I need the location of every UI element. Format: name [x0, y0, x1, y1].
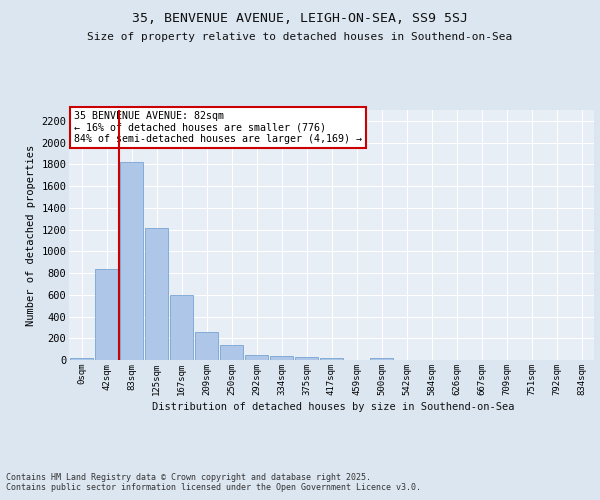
- Text: Distribution of detached houses by size in Southend-on-Sea: Distribution of detached houses by size …: [152, 402, 514, 412]
- Bar: [370, 358, 393, 360]
- Bar: [320, 358, 343, 360]
- Text: 35 BENVENUE AVENUE: 82sqm
← 16% of detached houses are smaller (776)
84% of semi: 35 BENVENUE AVENUE: 82sqm ← 16% of detac…: [74, 112, 362, 144]
- Text: Size of property relative to detached houses in Southend-on-Sea: Size of property relative to detached ho…: [88, 32, 512, 42]
- Bar: [95, 268, 118, 360]
- Bar: [70, 358, 93, 360]
- Y-axis label: Number of detached properties: Number of detached properties: [26, 144, 35, 326]
- Text: 35, BENVENUE AVENUE, LEIGH-ON-SEA, SS9 5SJ: 35, BENVENUE AVENUE, LEIGH-ON-SEA, SS9 5…: [132, 12, 468, 26]
- Bar: [120, 162, 143, 360]
- Bar: [145, 228, 168, 360]
- Bar: [195, 332, 218, 360]
- Bar: [220, 345, 243, 360]
- Bar: [245, 355, 268, 360]
- Text: Contains HM Land Registry data © Crown copyright and database right 2025.
Contai: Contains HM Land Registry data © Crown c…: [6, 472, 421, 492]
- Bar: [270, 356, 293, 360]
- Bar: [170, 295, 193, 360]
- Bar: [295, 357, 318, 360]
